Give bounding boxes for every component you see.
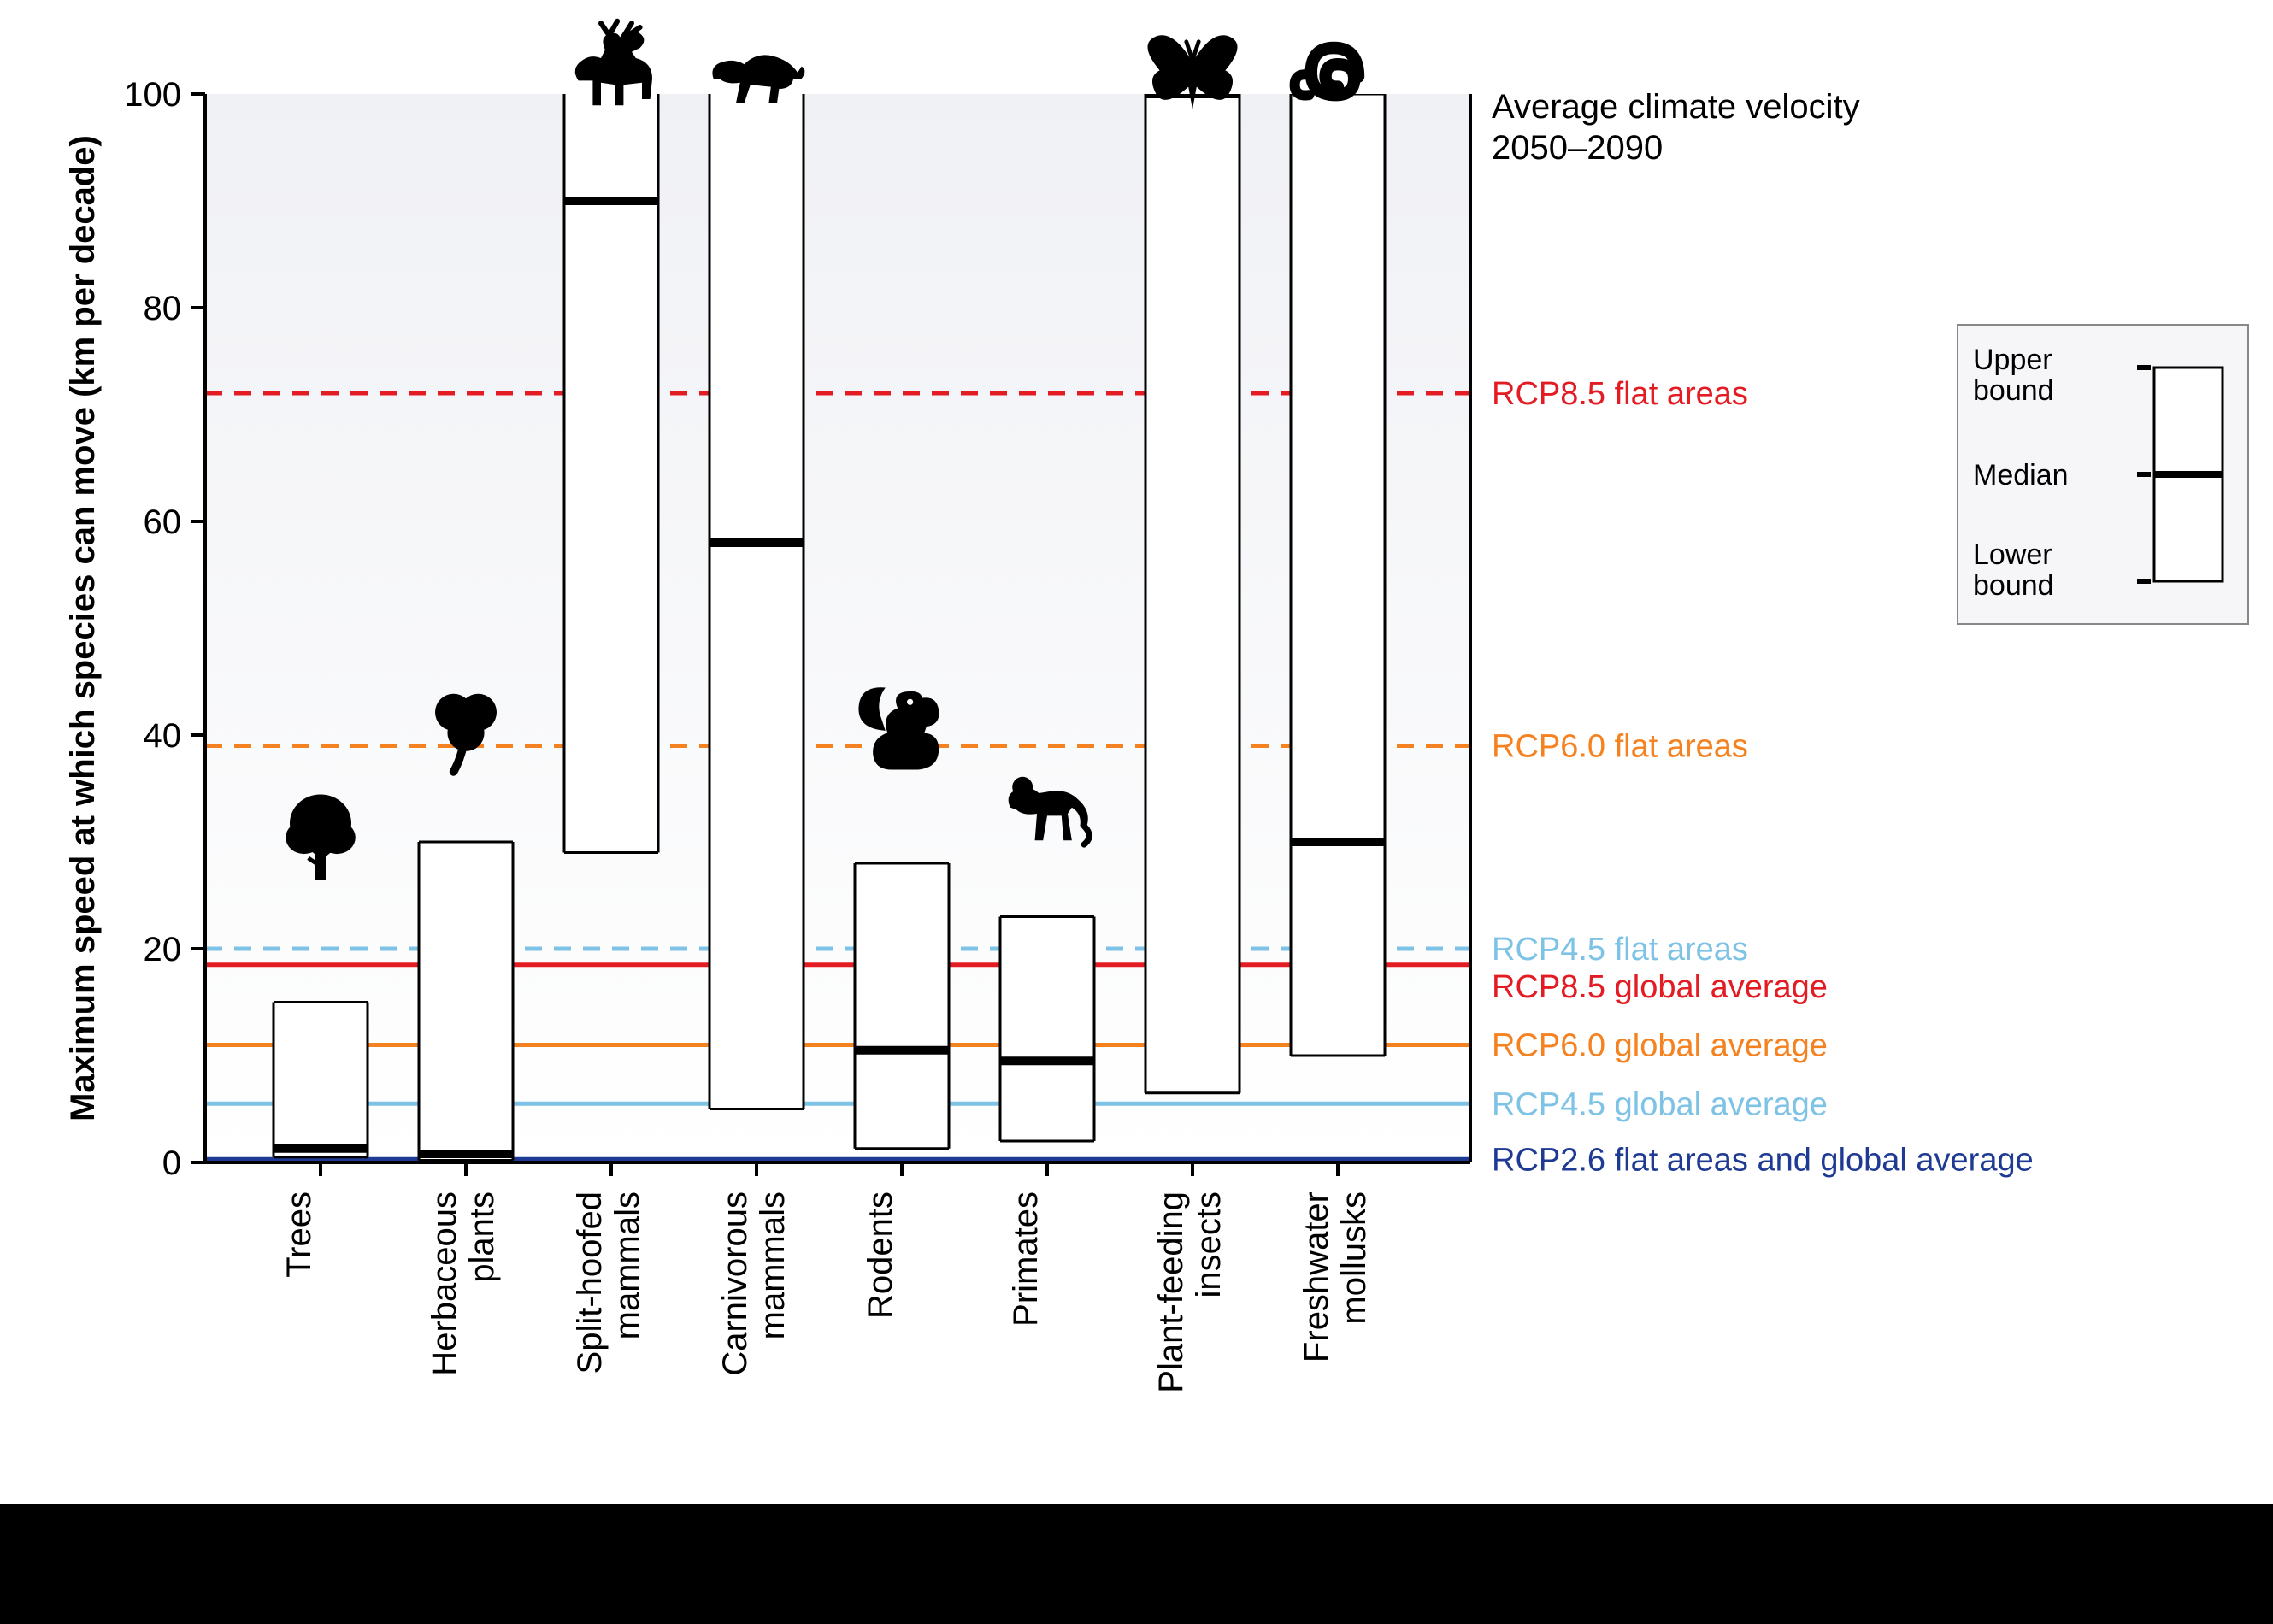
moose-icon (575, 21, 652, 105)
reference-label: RCP2.6 flat areas and global average (1492, 1142, 2034, 1178)
category-label: Rodents (862, 1192, 899, 1319)
butterfly-icon (1147, 35, 1237, 109)
reference-label: RCP4.5 flat areas (1492, 932, 1748, 968)
series-bar (274, 1003, 368, 1157)
snail-icon (1295, 48, 1358, 96)
legend-label: Median (1973, 459, 2069, 491)
category-label: Split-hoofedmammals (571, 1192, 646, 1374)
heading-line2: 2050–2090 (1492, 129, 1663, 167)
legend-box: Upperbound Median Lowerbound (1958, 325, 2248, 624)
plot-area: 0 20 40 60 80 100 (124, 76, 1470, 1182)
series-bar (855, 863, 949, 1149)
y-axis-title: Maximum speed at which species can move … (64, 135, 102, 1121)
series-bar (419, 842, 513, 1161)
series-bar (1000, 917, 1094, 1142)
series-bar (1145, 85, 1240, 1093)
reference-label: RCP8.5 flat areas (1492, 376, 1748, 412)
category-label: Herbaceousplants (426, 1192, 501, 1376)
y-tick-label: 80 (144, 290, 182, 327)
y-tick-label: 0 (162, 1144, 181, 1182)
series-bar (564, 85, 658, 853)
series-bar (1291, 94, 1385, 1056)
y-tick-label: 100 (124, 76, 181, 114)
reference-label: RCP8.5 global average (1492, 969, 1828, 1005)
series-bar (710, 85, 804, 1109)
chart-container: 0 20 40 60 80 100 Maximum speed at which speci… (0, 0, 2273, 1624)
heading-line1: Average climate velocity (1492, 88, 1860, 126)
category-label: Trees (280, 1192, 318, 1278)
reference-label: RCP4.5 global average (1492, 1086, 1828, 1122)
chart-svg: 0 20 40 60 80 100 Maximum speed at which speci… (0, 0, 2273, 1624)
category-label: Freshwatermollusks (1298, 1192, 1373, 1362)
reference-label: RCP6.0 global average (1492, 1028, 1828, 1064)
category-label: Primates (1007, 1192, 1045, 1327)
category-label: Carnivorousmammals (716, 1192, 792, 1376)
legend-label: Lowerbound (1973, 538, 2054, 602)
y-tick-label: 20 (144, 931, 182, 968)
legend-label: Upperbound (1973, 344, 2054, 407)
y-tick-label: 40 (144, 717, 182, 755)
category-label: Plant-feedinginsects (1152, 1192, 1228, 1393)
footer-bar (0, 1504, 2273, 1624)
y-tick-label: 60 (144, 503, 182, 541)
reference-label: RCP6.0 flat areas (1492, 729, 1748, 765)
